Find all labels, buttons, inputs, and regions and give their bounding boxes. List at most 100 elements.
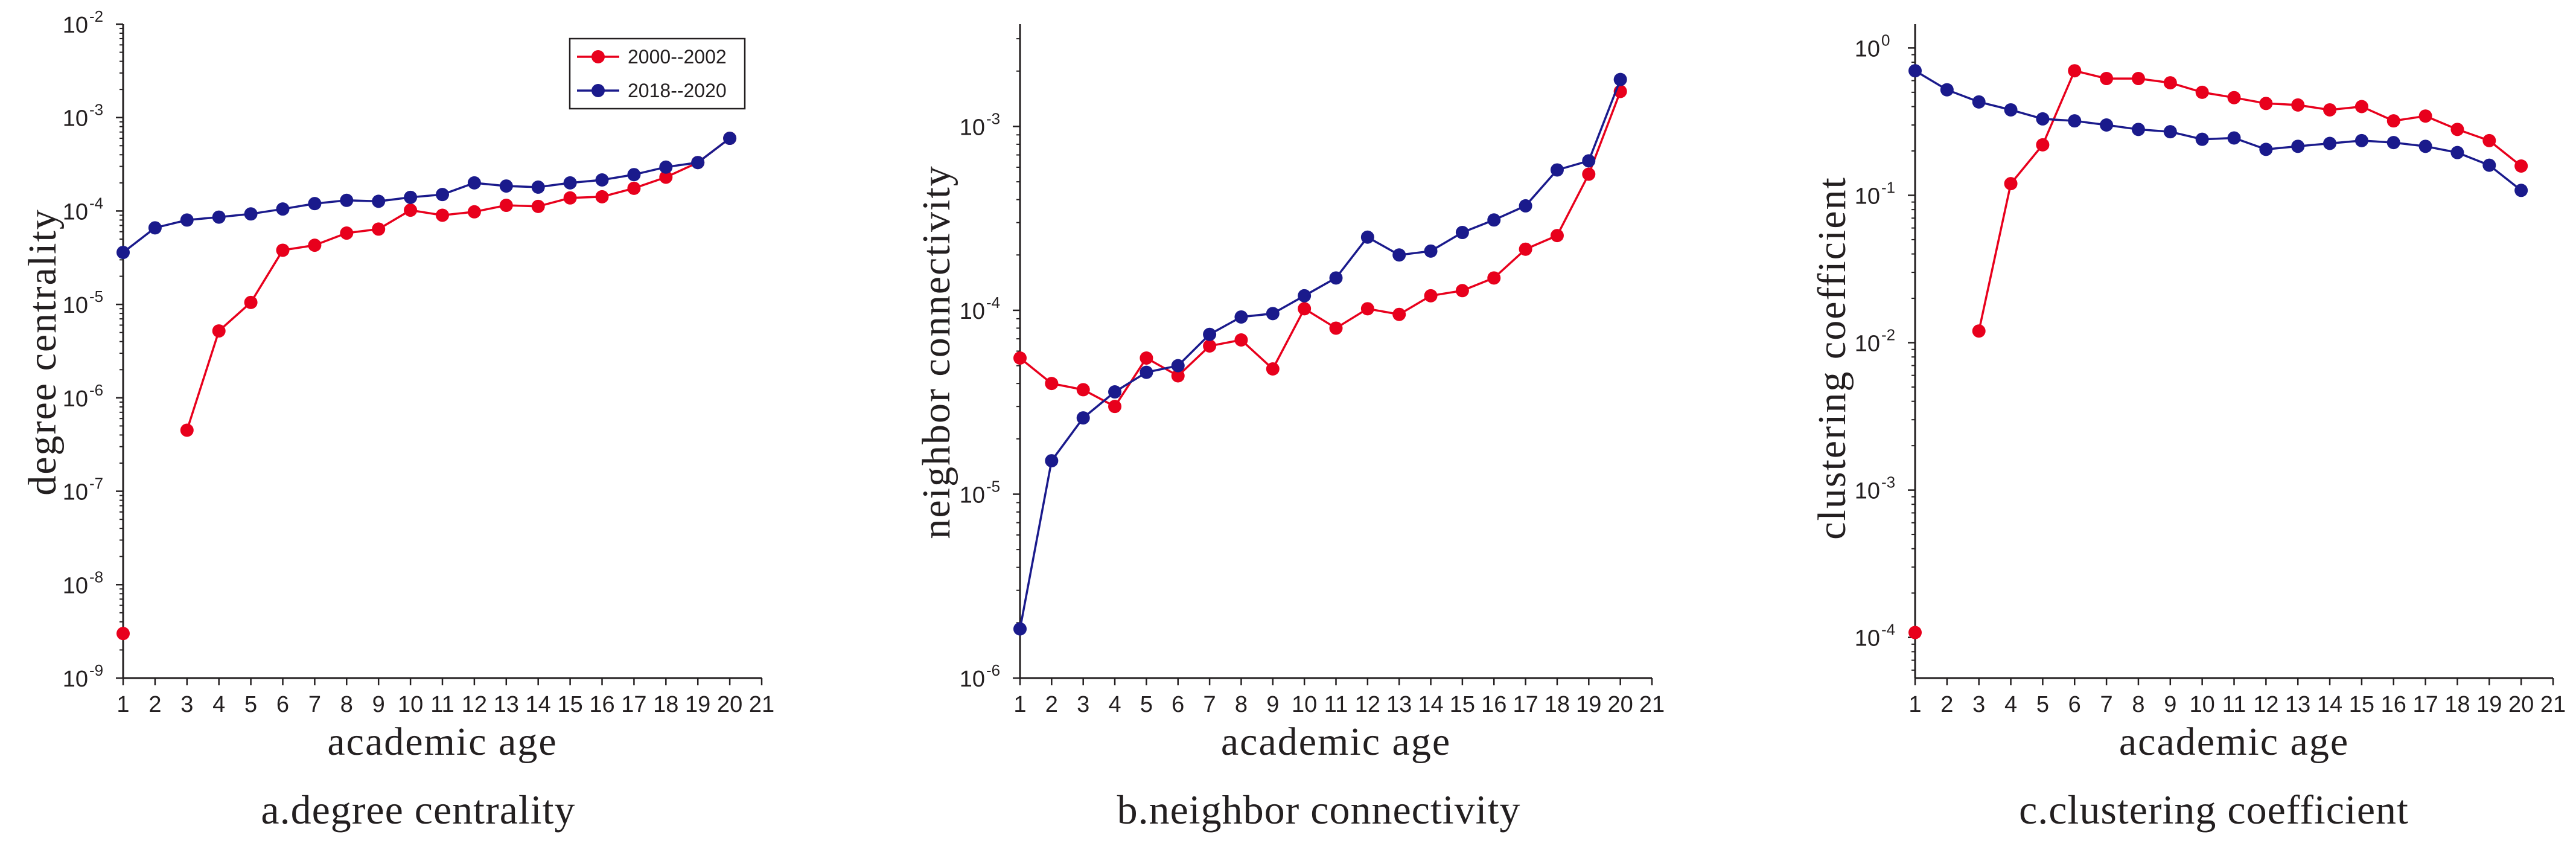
data-point <box>531 199 545 213</box>
y-tick-base: 10 <box>63 106 88 132</box>
data-point <box>372 222 386 236</box>
data-point <box>308 197 322 211</box>
data-point <box>2259 142 2273 156</box>
y-tick-base: 10 <box>1855 626 1880 652</box>
y-tick-base: 10 <box>63 293 88 318</box>
data-point <box>563 191 577 205</box>
data-point <box>563 176 577 190</box>
data-point <box>2354 100 2368 114</box>
y-tick-label: 10 -9 <box>63 661 103 692</box>
data-point <box>1972 95 1986 109</box>
data-point <box>2068 114 2082 128</box>
x-tick-label: 17 <box>621 692 646 717</box>
y-tick-label: 10 0 <box>1855 31 1890 62</box>
y-tick-exponent: -2 <box>89 7 103 25</box>
x-tick-label: 9 <box>372 692 385 717</box>
legend-swatch-marker <box>591 84 605 97</box>
x-tick-label: 5 <box>2036 692 2049 717</box>
data-point <box>2418 139 2432 153</box>
data-point <box>1076 383 1090 397</box>
data-point <box>723 132 737 146</box>
x-tick-label: 18 <box>2444 692 2470 717</box>
x-tick-label: 8 <box>2132 692 2144 717</box>
y-tick-label: 10 -1 <box>1855 178 1895 209</box>
x-tick-label: 4 <box>2004 692 2017 717</box>
y-tick-base: 10 <box>63 13 88 38</box>
data-point <box>1045 454 1059 468</box>
data-point <box>148 221 162 235</box>
data-point <box>2514 184 2528 197</box>
data-point <box>1076 411 1090 425</box>
data-point <box>404 203 418 217</box>
data-point <box>1360 302 1374 316</box>
y-tick-base: 10 <box>1855 184 1880 209</box>
x-tick-label: 7 <box>1204 692 1216 717</box>
data-point <box>2227 131 2241 145</box>
data-point <box>2323 136 2337 150</box>
y-tick-base: 10 <box>960 115 985 140</box>
data-point <box>436 188 449 202</box>
x-axis-title: academic age <box>2119 720 2349 764</box>
data-point <box>2450 146 2464 159</box>
data-point <box>1329 271 1343 285</box>
data-point <box>1140 351 1153 365</box>
data-point <box>2514 159 2528 173</box>
data-point <box>1519 242 1532 256</box>
data-point <box>467 205 481 219</box>
data-point <box>116 627 130 641</box>
y-axis-title: clustering coefficient <box>1810 176 1854 540</box>
data-point <box>404 190 418 204</box>
data-point <box>1487 271 1501 285</box>
x-tick-label: 20 <box>717 692 742 717</box>
data-point <box>595 173 609 187</box>
y-axis-title: degree centrality <box>21 208 65 496</box>
data-point <box>2004 177 2018 191</box>
x-tick-label: 12 <box>2253 692 2278 717</box>
data-point <box>2482 158 2496 172</box>
x-tick-label: 4 <box>1108 692 1121 717</box>
x-tick-label: 18 <box>653 692 678 717</box>
y-tick-exponent: -2 <box>1881 326 1895 344</box>
data-point <box>1582 167 1596 181</box>
y-tick-exponent: -8 <box>89 568 103 586</box>
data-point <box>1613 72 1627 86</box>
data-point <box>659 170 673 184</box>
data-point <box>499 179 513 193</box>
x-tick-label: 10 <box>398 692 423 717</box>
y-tick-base: 10 <box>63 667 88 692</box>
data-point <box>2131 72 2145 86</box>
x-tick-label: 11 <box>430 692 454 717</box>
data-point <box>276 202 290 216</box>
x-tick-label: 15 <box>2349 692 2374 717</box>
y-tick-base: 10 <box>960 667 985 692</box>
data-point <box>1455 284 1469 298</box>
data-point <box>1013 622 1027 636</box>
x-tick-label: 9 <box>2164 692 2176 717</box>
x-tick-label: 21 <box>749 692 774 717</box>
data-point <box>2195 132 2209 146</box>
data-point <box>1203 327 1217 341</box>
series-line <box>1914 69 2522 191</box>
y-tick-label: 10 -2 <box>1855 326 1895 357</box>
data-point <box>2386 136 2400 150</box>
x-tick-label: 3 <box>180 692 193 717</box>
legend: 2000--2002 2018--2020 <box>569 37 746 110</box>
y-tick-exponent: -3 <box>1881 473 1895 491</box>
y-tick-exponent: -6 <box>89 381 103 399</box>
data-point <box>436 208 449 222</box>
series-1 <box>1908 64 2528 639</box>
x-tick-label: 8 <box>1235 692 1248 717</box>
y-tick-exponent: -4 <box>89 194 103 212</box>
y-tick-exponent: -5 <box>986 477 1000 495</box>
data-point <box>2354 133 2368 147</box>
series-2 <box>1908 64 2528 197</box>
data-point <box>2291 139 2305 153</box>
y-tick-label: 10 -6 <box>960 661 1000 692</box>
x-tick-label: 5 <box>244 692 257 717</box>
series-line <box>1019 79 1622 629</box>
x-tick-label: 18 <box>1545 692 1570 717</box>
x-tick-label: 1 <box>1908 692 1921 717</box>
